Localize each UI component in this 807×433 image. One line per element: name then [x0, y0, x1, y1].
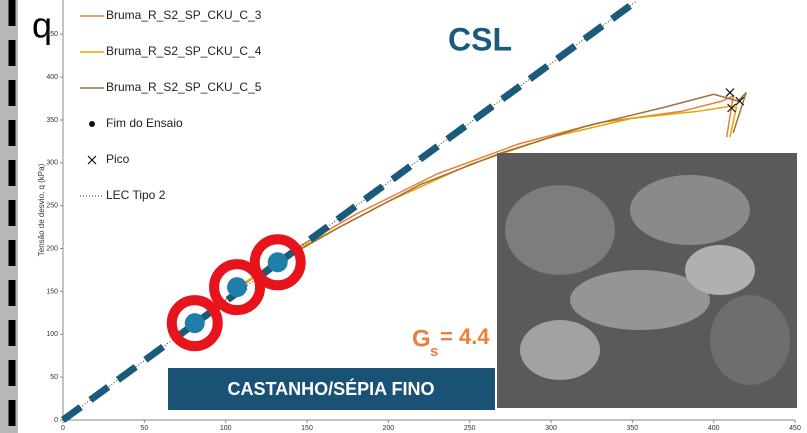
y-tick-label: 400	[46, 74, 58, 81]
csl-text: CSL	[448, 21, 512, 57]
x-tick-label: 0	[61, 425, 65, 432]
plot: 0 50 100 150 200 250 300 350 400 450 0 50 100 150 200 2…	[46, 0, 801, 432]
y-tick-label: 350	[46, 117, 58, 124]
peak-marker	[735, 96, 745, 106]
x-tick-label: 150	[301, 425, 313, 432]
y-tick-label: 450	[46, 31, 58, 38]
y-tick-label: 100	[46, 331, 58, 338]
legend-label: LEC Tipo 2	[106, 188, 166, 202]
gs-annotation: G s = 4.4	[412, 324, 490, 360]
peak-marker	[727, 103, 736, 113]
x-tick-label: 200	[382, 425, 394, 432]
point-ring	[249, 234, 306, 291]
x-tick-label: 100	[220, 425, 232, 432]
x-tick-label: 350	[626, 425, 638, 432]
legend-swatch	[87, 155, 97, 165]
sem-image	[497, 153, 797, 408]
legend-label: Fim do Ensaio	[106, 116, 183, 130]
sample-label: CASTANHO/SÉPIA FINO	[227, 378, 434, 399]
y-tick-label: 300	[46, 160, 58, 167]
y-tick-label: 50	[50, 374, 58, 381]
x-tick-label: 400	[708, 425, 720, 432]
legend-label: Bruma_R_S2_SP_CKU_C_4	[106, 44, 262, 58]
y-tick-label: 200	[46, 245, 58, 252]
legend-swatch	[89, 121, 95, 127]
sem-grain	[505, 185, 615, 275]
gs-symbol: G	[412, 325, 431, 352]
peak-marker	[725, 88, 735, 97]
point-ring	[166, 295, 223, 352]
legend-label: Pico	[106, 152, 130, 166]
q-label: q	[32, 5, 52, 46]
point	[227, 277, 248, 298]
sample-box	[168, 368, 495, 410]
sem-grain	[570, 270, 710, 330]
y-axis-title: Tensão de desvio, q (kPa)	[37, 163, 46, 256]
sem-grain	[630, 175, 750, 245]
point	[184, 313, 205, 334]
sem-grain	[685, 245, 755, 295]
csl-line	[60, 0, 638, 423]
x-tick-label: 50	[140, 425, 148, 432]
x-tick-label: 250	[464, 425, 476, 432]
sem-grain	[520, 320, 600, 380]
legend-label: Bruma_R_S2_SP_CKU_C_3	[106, 8, 262, 22]
x-tick-label: 300	[545, 425, 557, 432]
x-tick-label: 450	[789, 425, 801, 432]
stress-path	[277, 92, 747, 263]
sem-grain	[710, 295, 790, 385]
y-tick-label: 250	[46, 203, 58, 210]
y-tick-label: 150	[46, 288, 58, 295]
gs-subscript: s	[430, 343, 438, 360]
point	[267, 252, 288, 273]
legend: Bruma_R_S2_SP_CKU_C_3 Bruma_R_S2_SP_CKU_C…	[80, 8, 262, 202]
point-ring	[209, 259, 266, 316]
y-tick-label: 0	[54, 417, 58, 424]
legend-label: Bruma_R_S2_SP_CKU_C_5	[106, 80, 262, 94]
gs-value: = 4.4	[440, 324, 490, 349]
